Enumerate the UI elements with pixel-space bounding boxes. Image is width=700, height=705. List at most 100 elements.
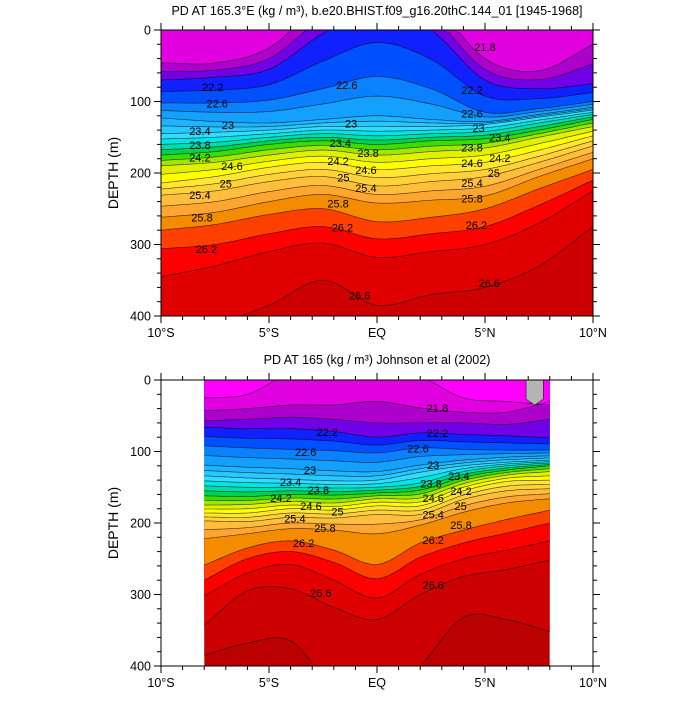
contour-label: 25.4 (422, 509, 443, 521)
contour-line (204, 613, 550, 664)
contour-label: 25.8 (191, 212, 212, 224)
contour-line (204, 445, 550, 454)
y-axis-title-observations: DEPTH (m) (105, 487, 121, 559)
contour-label: 26.6 (349, 290, 370, 302)
contour-line (204, 457, 550, 477)
contour-line (204, 488, 550, 522)
contour-label: 23.8 (357, 148, 378, 160)
contour-line (240, 226, 593, 316)
x-tick-label: 10°S (147, 326, 174, 340)
contour-panel-observations: 21.822.2 22.222.6 22.623 2323.423.423.823.8… (130, 373, 607, 690)
contour-line (204, 461, 550, 485)
contour-label: 24.2 (327, 156, 348, 168)
contour-line (204, 475, 550, 510)
contour-line (161, 76, 593, 114)
contour-line (204, 509, 550, 566)
contour-label: 25 (488, 168, 500, 180)
contour-line (204, 522, 550, 581)
contour-label: 23.4 (280, 477, 301, 489)
y-tick-label: 200 (130, 167, 151, 181)
y-tick-label: 400 (130, 660, 151, 674)
x-tick-label: 10°N (579, 326, 607, 340)
y-tick-label: 0 (144, 24, 151, 38)
contour-label: 23 (472, 123, 484, 135)
contour-label: 23.4 (189, 126, 210, 138)
contour-label: 25.4 (355, 183, 376, 195)
contour-label: 24.2 (270, 493, 291, 505)
y-tick-label: 300 (130, 588, 151, 602)
panel-title-model: PD AT 165.3°E (kg / m³), b.e20.BHIST.f09… (171, 4, 582, 18)
contour-line (204, 459, 550, 482)
contour-label: 22.6 (295, 447, 316, 459)
contour-line (204, 416, 550, 425)
contour-label: 25 (454, 501, 466, 513)
contour-label: 26.2 (466, 220, 487, 232)
contour-line (161, 145, 593, 196)
x-tick-label: 10°N (579, 676, 607, 690)
contour-line (161, 30, 593, 81)
y-tick-label: 100 (130, 445, 151, 459)
contour-line (161, 169, 593, 231)
contour-label: 23.4 (448, 471, 469, 483)
contour-line (204, 426, 550, 439)
contour-label: 22.2 (461, 85, 482, 97)
contour-label: 23 (304, 465, 316, 477)
contour-line (161, 130, 593, 175)
density-band (204, 380, 550, 405)
contour-line (204, 455, 550, 473)
contour-label: 23 (345, 119, 357, 131)
contour-line (204, 462, 550, 489)
contour-line (204, 484, 550, 518)
axis-ticks (154, 373, 600, 673)
contour-label: 25.4 (461, 178, 482, 190)
contour-label: 26.6 (310, 588, 331, 600)
contour-label: 26.2 (196, 244, 217, 256)
contour-line (204, 452, 550, 463)
y-tick-label: 400 (130, 310, 151, 324)
contour-label: 24.6 (422, 493, 443, 505)
contour-label: 21.8 (474, 42, 495, 54)
axis-ticks (154, 23, 600, 323)
contour-line (161, 126, 593, 167)
contour-line (161, 95, 593, 118)
contour-label: 22.6 (461, 109, 482, 121)
density-band (161, 30, 593, 72)
contour-line (161, 30, 593, 89)
contour-label: 24.6 (300, 501, 321, 513)
contour-fill (204, 380, 550, 666)
contour-label: 25.8 (461, 194, 482, 206)
contour-label: 24.2 (489, 153, 510, 165)
contour-label: 26.2 (293, 538, 314, 550)
contour-label: 25.4 (189, 190, 210, 202)
contour-label: 24.2 (189, 152, 210, 164)
contour-line (161, 106, 593, 124)
contour-line (204, 380, 550, 406)
contour-label: 25 (331, 507, 343, 519)
contour-label: 23.8 (461, 142, 482, 154)
contour-label: 23.4 (330, 138, 351, 150)
y-tick-label: 300 (130, 238, 151, 252)
contour-line (161, 30, 593, 72)
contour-label: 23.8 (308, 485, 329, 497)
y-tick-label: 200 (130, 517, 151, 531)
contour-panel-model: 21.8 22.2 22.2 22.6 22.6 22.6 23 23 23 23.4 23.4 23… (130, 23, 607, 340)
contour-line (204, 465, 550, 497)
contour-line (161, 109, 593, 134)
contour-line (161, 179, 593, 250)
contour-label: 23.8 (420, 479, 441, 491)
contour-line (161, 116, 593, 151)
contour-line (161, 190, 593, 277)
contour-line (204, 468, 550, 501)
contour-label: 22.2 (202, 82, 223, 94)
contour-line (161, 111, 593, 140)
contour-line (204, 401, 550, 414)
contour-line (204, 540, 550, 599)
contour-label: 25.4 (284, 514, 305, 526)
contour-label: 25.8 (450, 520, 471, 532)
contour-label: 24.6 (221, 161, 242, 173)
contour-label: 24.2 (450, 486, 471, 498)
contour-label: 23 (427, 460, 439, 472)
contour-label: 26.6 (479, 278, 500, 290)
contour-label: 25 (220, 179, 232, 191)
x-tick-label: 10°S (147, 676, 174, 690)
